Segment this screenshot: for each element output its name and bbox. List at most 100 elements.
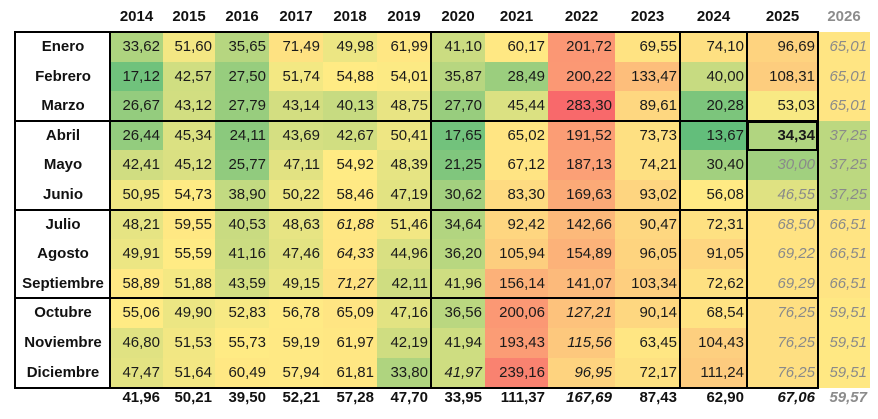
data-cell[interactable]: 43,14 (269, 91, 323, 122)
data-cell[interactable]: 59,19 (269, 328, 323, 359)
data-cell[interactable]: 37,25 (818, 120, 870, 151)
data-cell[interactable]: 41,96 (431, 268, 485, 299)
data-cell[interactable]: 92,42 (485, 209, 548, 240)
data-cell[interactable]: 59,55 (163, 209, 215, 240)
data-cell[interactable]: 58,46 (323, 180, 377, 211)
data-cell[interactable]: 47,19 (377, 180, 431, 211)
data-cell[interactable]: 61,81 (323, 357, 377, 388)
data-cell[interactable]: 17,65 (431, 120, 485, 151)
data-cell[interactable]: 71,49 (269, 32, 323, 63)
data-cell[interactable]: 40,00 (680, 61, 747, 92)
data-cell[interactable]: 283,30 (548, 91, 615, 122)
data-cell[interactable]: 58,89 (110, 268, 163, 299)
data-cell[interactable]: 41,97 (431, 357, 485, 388)
data-cell[interactable]: 191,52 (548, 120, 615, 151)
data-cell[interactable]: 37,25 (818, 150, 870, 181)
data-cell[interactable]: 36,56 (431, 298, 485, 329)
data-cell[interactable]: 51,53 (163, 328, 215, 359)
data-cell[interactable]: 49,91 (110, 239, 163, 270)
data-cell[interactable]: 66,51 (818, 239, 870, 270)
data-cell[interactable]: 169,63 (548, 180, 615, 211)
data-cell[interactable]: 42,19 (377, 328, 431, 359)
data-cell[interactable]: 43,69 (269, 120, 323, 151)
data-cell[interactable]: 49,15 (269, 268, 323, 299)
data-cell[interactable]: 52,83 (215, 298, 269, 329)
data-cell[interactable]: 30,40 (680, 150, 747, 181)
data-cell[interactable]: 66,51 (818, 268, 870, 299)
data-cell[interactable]: 69,55 (615, 32, 680, 63)
data-cell[interactable]: 41,16 (215, 239, 269, 270)
data-cell[interactable]: 27,50 (215, 61, 269, 92)
data-cell[interactable]: 41,10 (431, 32, 485, 63)
data-cell[interactable]: 239,16 (485, 357, 548, 388)
data-cell[interactable]: 51,60 (163, 32, 215, 63)
data-cell[interactable]: 48,75 (377, 91, 431, 122)
data-cell[interactable]: 71,27 (323, 268, 377, 299)
data-cell[interactable]: 26,67 (110, 91, 163, 122)
data-cell[interactable]: 65,01 (818, 32, 870, 63)
data-cell[interactable]: 54,92 (323, 150, 377, 181)
data-cell[interactable]: 103,34 (615, 268, 680, 299)
data-cell[interactable]: 47,11 (269, 150, 323, 181)
data-cell[interactable]: 44,96 (377, 239, 431, 270)
data-cell[interactable]: 54,73 (163, 180, 215, 211)
data-cell[interactable]: 42,57 (163, 61, 215, 92)
data-cell[interactable]: 90,47 (615, 209, 680, 240)
data-cell[interactable]: 141,07 (548, 268, 615, 299)
data-cell[interactable]: 53,03 (747, 91, 818, 122)
data-cell[interactable]: 67,12 (485, 150, 548, 181)
data-cell[interactable]: 34,64 (431, 209, 485, 240)
data-cell[interactable]: 108,31 (747, 61, 818, 92)
data-cell[interactable]: 74,21 (615, 150, 680, 181)
data-cell[interactable]: 111,24 (680, 357, 747, 388)
data-cell[interactable]: 40,13 (323, 91, 377, 122)
data-cell[interactable]: 133,47 (615, 61, 680, 92)
data-cell[interactable]: 154,89 (548, 239, 615, 270)
data-cell[interactable]: 35,87 (431, 61, 485, 92)
data-cell[interactable]: 48,63 (269, 209, 323, 240)
data-cell[interactable]: 69,22 (747, 239, 818, 270)
data-cell[interactable]: 89,61 (615, 91, 680, 122)
data-cell[interactable]: 115,56 (548, 328, 615, 359)
data-cell[interactable]: 33,80 (377, 357, 431, 388)
data-cell[interactable]: 200,22 (548, 61, 615, 92)
data-cell[interactable]: 33,62 (110, 32, 163, 63)
data-cell[interactable]: 65,01 (818, 61, 870, 92)
data-cell[interactable]: 45,44 (485, 91, 548, 122)
data-cell[interactable]: 76,25 (747, 298, 818, 329)
data-cell[interactable]: 26,44 (110, 120, 163, 151)
data-cell[interactable]: 40,53 (215, 209, 269, 240)
data-cell[interactable]: 27,79 (215, 91, 269, 122)
data-cell[interactable]: 55,59 (163, 239, 215, 270)
data-cell[interactable]: 61,99 (377, 32, 431, 63)
data-cell[interactable]: 63,45 (615, 328, 680, 359)
data-cell[interactable]: 55,06 (110, 298, 163, 329)
data-cell[interactable]: 45,34 (163, 120, 215, 151)
data-cell[interactable]: 93,02 (615, 180, 680, 211)
data-cell[interactable]: 51,46 (377, 209, 431, 240)
data-cell[interactable]: 65,02 (485, 120, 548, 151)
data-cell[interactable]: 59,51 (818, 298, 870, 329)
data-cell[interactable]: 60,49 (215, 357, 269, 388)
data-cell[interactable]: 193,43 (485, 328, 548, 359)
data-cell[interactable]: 41,94 (431, 328, 485, 359)
data-cell[interactable]: 34,34 (747, 120, 818, 151)
data-cell[interactable]: 21,25 (431, 150, 485, 181)
data-cell[interactable]: 42,41 (110, 150, 163, 181)
data-cell[interactable]: 49,98 (323, 32, 377, 63)
data-cell[interactable]: 38,90 (215, 180, 269, 211)
data-cell[interactable]: 76,25 (747, 328, 818, 359)
data-cell[interactable]: 25,77 (215, 150, 269, 181)
data-cell[interactable]: 48,21 (110, 209, 163, 240)
data-cell[interactable]: 46,55 (747, 180, 818, 211)
data-cell[interactable]: 64,33 (323, 239, 377, 270)
data-cell[interactable]: 59,51 (818, 328, 870, 359)
data-cell[interactable]: 17,12 (110, 61, 163, 92)
data-cell[interactable]: 74,10 (680, 32, 747, 63)
data-cell[interactable]: 142,66 (548, 209, 615, 240)
data-cell[interactable]: 51,88 (163, 268, 215, 299)
data-cell[interactable]: 66,51 (818, 209, 870, 240)
data-cell[interactable]: 54,01 (377, 61, 431, 92)
data-cell[interactable]: 37,25 (818, 180, 870, 211)
data-cell[interactable]: 65,09 (323, 298, 377, 329)
